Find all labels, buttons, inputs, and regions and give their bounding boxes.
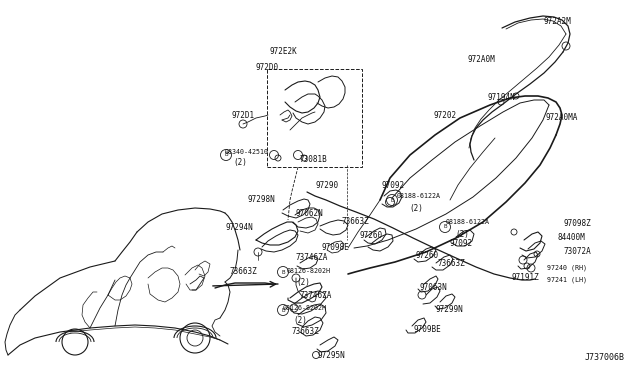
Text: 73746ZA: 73746ZA xyxy=(295,253,328,263)
Text: 972A0MA: 972A0MA xyxy=(545,113,577,122)
Text: B: B xyxy=(281,269,285,275)
Text: 97290: 97290 xyxy=(316,182,339,190)
Text: 73663Z: 73663Z xyxy=(292,327,320,337)
Text: (2): (2) xyxy=(409,203,423,212)
Text: B: B xyxy=(281,308,285,312)
Text: (2): (2) xyxy=(293,315,307,324)
Text: 97098Z: 97098Z xyxy=(564,219,592,228)
Text: 73081B: 73081B xyxy=(300,154,328,164)
Text: 97295N: 97295N xyxy=(317,352,345,360)
Text: 972D1: 972D1 xyxy=(231,112,254,121)
Text: 97062N: 97062N xyxy=(296,208,324,218)
Text: 73746ZA: 73746ZA xyxy=(299,292,332,301)
Text: 972E2K: 972E2K xyxy=(270,48,298,57)
Text: B: B xyxy=(390,198,394,202)
Text: 97240 (RH): 97240 (RH) xyxy=(547,265,587,271)
Text: 97260: 97260 xyxy=(415,251,438,260)
Text: 97260: 97260 xyxy=(360,231,383,241)
Text: 972A2M: 972A2M xyxy=(543,17,571,26)
Text: B: B xyxy=(443,224,447,230)
Text: (2): (2) xyxy=(296,278,310,286)
Text: J737006B: J737006B xyxy=(585,353,625,362)
Text: 972A0M: 972A0M xyxy=(467,55,495,64)
Text: 972D0: 972D0 xyxy=(256,64,279,73)
Text: 9709BE: 9709BE xyxy=(413,326,441,334)
Text: 08126-8202H: 08126-8202H xyxy=(283,305,327,311)
Text: 97202: 97202 xyxy=(433,112,456,121)
Text: 97299N: 97299N xyxy=(435,305,463,314)
Text: (2): (2) xyxy=(455,230,469,238)
Text: 84400M: 84400M xyxy=(558,234,586,243)
Text: 73663Z: 73663Z xyxy=(229,267,257,276)
Text: 08188-6122A: 08188-6122A xyxy=(397,193,441,199)
Text: 08126-8202H: 08126-8202H xyxy=(287,268,331,274)
Text: 97092: 97092 xyxy=(382,180,405,189)
Text: 97294N: 97294N xyxy=(225,224,253,232)
Text: 97194N: 97194N xyxy=(487,93,515,103)
Text: 97092: 97092 xyxy=(450,238,473,247)
Text: 73072A: 73072A xyxy=(563,247,591,257)
Text: 97098E: 97098E xyxy=(321,243,349,251)
Text: 08188-6122A: 08188-6122A xyxy=(446,219,490,225)
Text: 73663Z: 73663Z xyxy=(437,259,465,267)
Text: 97298N: 97298N xyxy=(247,196,275,205)
Text: 73663Z: 73663Z xyxy=(341,218,369,227)
Text: 97191Z: 97191Z xyxy=(511,273,539,282)
Text: 97241 (LH): 97241 (LH) xyxy=(547,277,587,283)
Text: (2): (2) xyxy=(233,158,247,167)
Text: B: B xyxy=(224,153,228,157)
Text: 08340-42510: 08340-42510 xyxy=(225,149,269,155)
Text: 97063N: 97063N xyxy=(420,282,448,292)
